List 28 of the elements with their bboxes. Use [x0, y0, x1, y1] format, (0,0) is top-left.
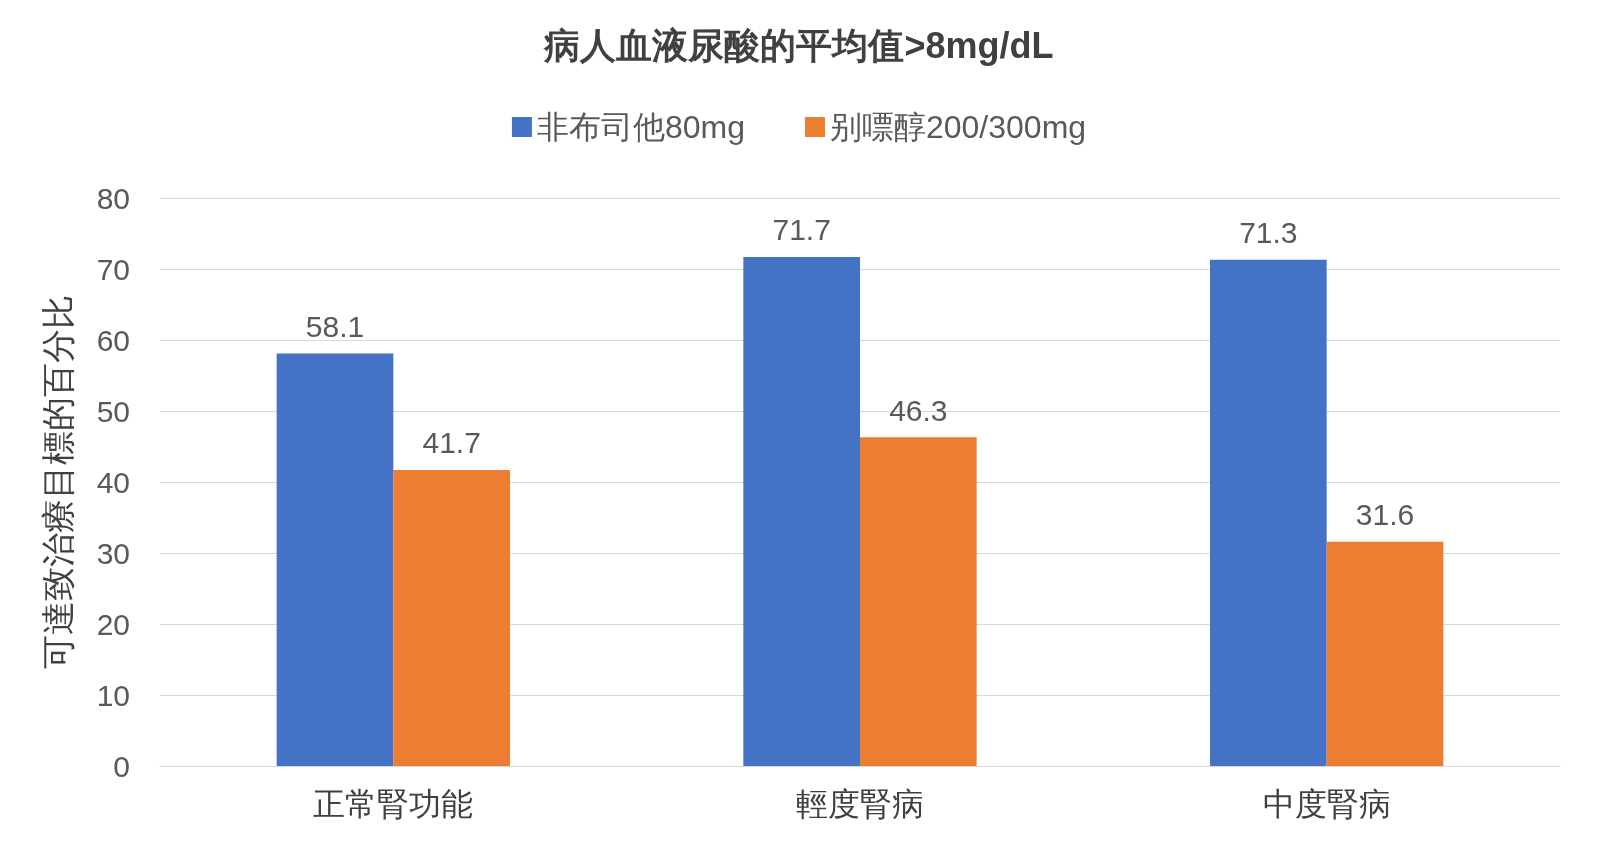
data-label: 71.7 — [772, 213, 831, 247]
x-tick-label: 輕度腎病 — [796, 786, 924, 822]
legend-label: 别嘌醇200/300mg — [829, 109, 1087, 145]
chart-title: 病人血液尿酸的平均值>8mg/dL — [543, 24, 1054, 66]
data-label: 41.7 — [422, 426, 481, 460]
y-tick-label: 0 — [113, 749, 130, 783]
legend-label: 非布司他80mg — [536, 109, 745, 145]
y-tick-label: 50 — [96, 394, 130, 428]
data-label: 31.6 — [1355, 498, 1415, 532]
bar — [1210, 259, 1327, 766]
y-axis-title: 可達致治療目標的百分比 — [39, 295, 77, 669]
bar — [276, 353, 394, 766]
x-tick-label: 中度腎病 — [1262, 786, 1391, 822]
data-label: 58.1 — [305, 309, 365, 343]
y-tick-label: 80 — [96, 181, 130, 215]
y-tick-label: 70 — [96, 252, 130, 286]
y-tick-label: 40 — [96, 465, 130, 499]
bar — [743, 256, 860, 766]
y-tick-label: 10 — [96, 678, 130, 712]
bar — [1326, 541, 1444, 766]
bar — [860, 437, 977, 766]
y-tick-label: 20 — [96, 607, 130, 641]
bar — [393, 469, 510, 766]
data-label: 46.3 — [889, 393, 948, 427]
data-label: 71.3 — [1239, 216, 1298, 250]
y-tick-label: 30 — [96, 536, 130, 570]
y-tick-label: 60 — [96, 323, 130, 357]
x-tick-label: 正常腎功能 — [313, 786, 474, 822]
